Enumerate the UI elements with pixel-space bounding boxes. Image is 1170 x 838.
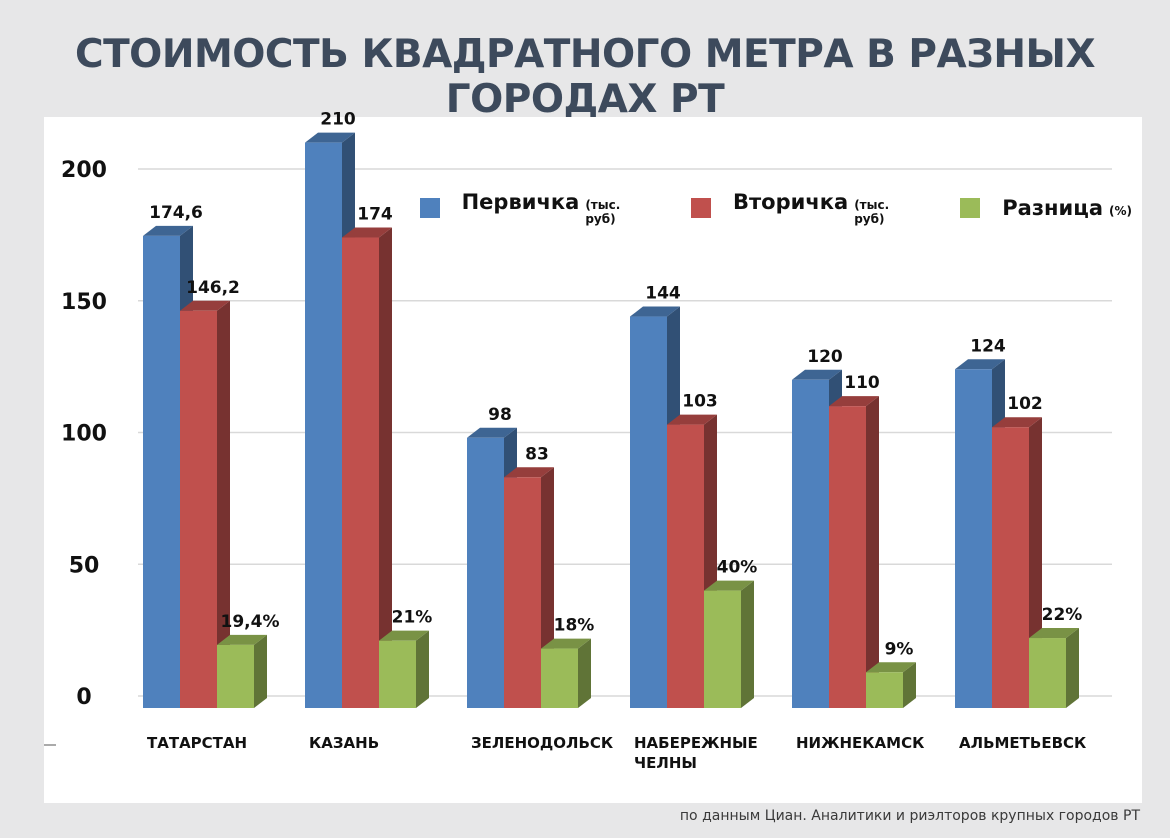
legend-label-primary: Первичка	[461, 190, 580, 214]
source-note: по данным Циан. Аналитики и риэлторов кр…	[679, 808, 1140, 824]
legend-swatch-primary	[420, 198, 440, 218]
data-label: 174,6	[149, 203, 203, 223]
legend-unit-primary: (тыс. руб)	[585, 198, 621, 226]
data-label: 124	[970, 336, 1006, 356]
legend-label-secondary: Вторичка	[732, 190, 849, 214]
legend-item-primary: Первичка (тыс. руб)	[420, 190, 653, 226]
bar-top	[704, 580, 754, 591]
bar-side	[254, 634, 267, 708]
data-label: 110	[844, 373, 880, 393]
bar-top	[630, 306, 680, 317]
bar-top	[667, 414, 717, 425]
bar	[379, 640, 416, 708]
bar	[180, 310, 217, 708]
x-tick-label: КАЗАНЬ	[309, 734, 379, 752]
bar	[504, 477, 541, 708]
bar	[467, 437, 504, 708]
x-tick-label: ЧЕЛНЫ	[634, 754, 697, 772]
bar-side	[416, 630, 429, 708]
bar	[541, 648, 578, 708]
data-label: 98	[488, 405, 512, 425]
data-label: 102	[1007, 394, 1043, 414]
bar	[630, 316, 667, 708]
bar	[955, 369, 992, 708]
chart-legend: Первичка (тыс. руб) Вторичка (тыс. руб) …	[420, 190, 1170, 226]
bar	[829, 406, 866, 708]
legend-unit-difference: (%)	[1109, 204, 1132, 218]
data-label: 120	[807, 347, 843, 367]
legend-item-difference: Разница (%)	[960, 196, 1132, 220]
data-label: 9%	[885, 639, 914, 659]
bar-top	[467, 427, 517, 438]
bar-top	[305, 132, 355, 143]
data-label: 40%	[717, 558, 758, 578]
x-tick-label: ЗЕЛЕНОДОЛЬСК	[471, 734, 614, 752]
legend-swatch-secondary	[691, 198, 711, 218]
data-label: 18%	[554, 616, 595, 636]
data-label: 103	[682, 392, 718, 412]
data-label: 21%	[392, 608, 433, 628]
x-tick-label: НИЖНЕКАМСК	[796, 734, 925, 752]
bar	[866, 672, 903, 708]
bar-top	[342, 227, 392, 238]
bar-side	[578, 638, 591, 708]
x-tick-label: АЛЬМЕТЬЕВСК	[959, 734, 1087, 752]
bar-top	[379, 630, 429, 641]
bar-top	[992, 417, 1042, 428]
bar	[217, 644, 254, 708]
y-tick-label: 0	[76, 685, 91, 710]
y-tick-label: 200	[61, 158, 107, 183]
bar	[704, 590, 741, 708]
bar	[305, 142, 342, 708]
bar-top	[792, 369, 842, 380]
bar-side	[741, 580, 754, 708]
y-tick-label: 50	[69, 553, 100, 578]
bar-top	[829, 396, 879, 407]
data-label: 144	[645, 284, 681, 304]
bar	[342, 237, 379, 708]
data-label: 210	[320, 110, 356, 130]
data-label: 83	[525, 444, 549, 464]
data-label: 146,2	[186, 278, 240, 298]
bar-side	[217, 300, 230, 708]
bar-side	[1066, 628, 1079, 708]
legend-swatch-difference	[960, 198, 981, 218]
bar-top	[217, 634, 267, 645]
bar-side	[866, 396, 879, 708]
bar-top	[1029, 628, 1079, 639]
bar	[1029, 638, 1066, 708]
bar-top	[866, 662, 916, 673]
data-label: 19,4%	[221, 612, 280, 632]
bar-top	[955, 359, 1005, 370]
y-tick-label: 100	[61, 422, 107, 447]
bar-top	[504, 467, 554, 478]
bar	[992, 427, 1029, 708]
data-label: 174	[357, 205, 393, 225]
x-tick-label: ТАТАРСТАН	[147, 734, 247, 752]
x-tick-label: НАБЕРЕЖНЫЕ	[634, 734, 758, 752]
bar-top	[180, 300, 230, 311]
legend-unit-secondary: (тыс. руб)	[854, 198, 890, 226]
bar-side	[903, 662, 916, 708]
page-title: СТОИМОСТЬ КВАДРАТНОГО МЕТРА В РАЗНЫХ ГОР…	[74, 32, 1096, 122]
bar-side	[379, 227, 392, 708]
y-tick-label: 150	[61, 290, 107, 315]
legend-label-difference: Разница	[1002, 196, 1103, 220]
bar-top	[143, 225, 193, 236]
bar	[143, 235, 180, 708]
data-label: 22%	[1042, 605, 1083, 625]
bar	[667, 424, 704, 708]
legend-item-secondary: Вторичка (тыс. руб)	[691, 190, 922, 226]
bar	[792, 379, 829, 708]
bar-top	[541, 638, 591, 649]
